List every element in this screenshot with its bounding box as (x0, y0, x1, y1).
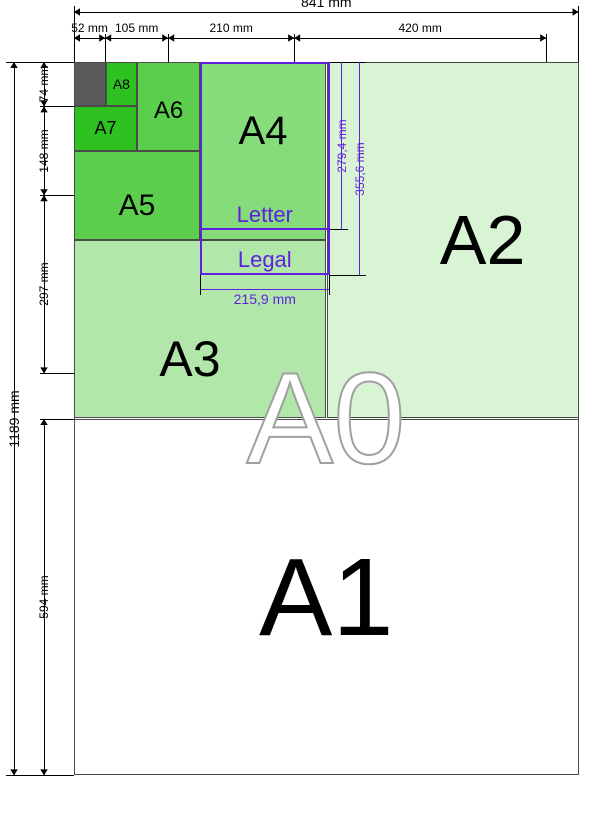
overlay-letter-h-label: 279,4 mm (334, 96, 350, 196)
dim-top-105-line (105, 38, 168, 39)
paper-size-diagram: A1A2A3A4A5A6A7A8A0LetterLegal215,9 mm279… (0, 0, 600, 819)
dim-top-420-line (294, 38, 546, 39)
dim-top-210-label: 210 mm (181, 20, 281, 36)
a8-label: A8 (41, 76, 201, 93)
letter-label: Letter (200, 202, 330, 228)
dim-left-total-label: 1189 mm (6, 369, 22, 469)
dim-top-210-line (168, 38, 294, 39)
a2-label: A2 (403, 198, 563, 282)
legal-label: Legal (200, 247, 330, 273)
dim-left-594-label: 594 mm (36, 547, 52, 647)
overlay-w-label: 215,9 mm (200, 291, 330, 307)
dim-left-297-label: 297 mm (36, 234, 52, 334)
a1-label: A1 (246, 531, 406, 663)
dim-top-105-label: 105 mm (87, 20, 187, 36)
overlay-w-line (200, 289, 330, 290)
dim-top-total-line (74, 12, 579, 13)
a0-label: A0 (176, 347, 476, 490)
a5-label: A5 (57, 188, 217, 224)
dim-left-148-label: 148 mm (36, 101, 52, 201)
overlay-legal-h-label: 355,6 mm (352, 119, 368, 219)
dim-top-total-label: 841 mm (276, 0, 376, 10)
dim-top-420-label: 420 mm (370, 20, 470, 36)
